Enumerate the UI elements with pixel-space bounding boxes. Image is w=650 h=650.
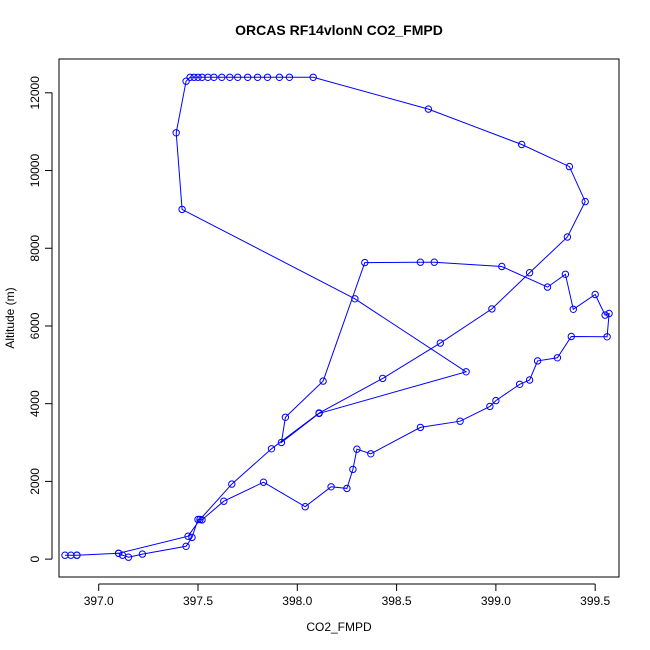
- data-point: [430, 258, 438, 266]
- data-point: [73, 551, 81, 559]
- data-point: [367, 450, 375, 458]
- data-point: [188, 533, 196, 542]
- data-point: [349, 465, 357, 474]
- data-point: [244, 73, 252, 82]
- data-point: [492, 396, 500, 405]
- data-point: [220, 497, 228, 505]
- data-point: [184, 532, 192, 540]
- data-point: [194, 515, 202, 524]
- y-tick-label: 6000: [28, 312, 42, 339]
- data-point: [234, 73, 242, 82]
- data-point: [172, 129, 180, 137]
- data-point: [198, 73, 206, 82]
- data-point: [543, 283, 552, 291]
- y-tick-label: 0: [28, 555, 42, 562]
- y-axis-label: Altitude (m): [3, 287, 17, 348]
- y-axis: 0 2000 4000 6000 8000 10000 12000: [28, 76, 53, 562]
- data-point: [301, 503, 309, 511]
- data-point: [343, 484, 351, 493]
- chart-title: ORCAS RF14vlonN CO2_FMPD: [235, 22, 443, 38]
- data-point: [424, 105, 433, 113]
- data-point: [275, 73, 284, 82]
- y-tick-label: 2000: [28, 468, 42, 495]
- series-line: [65, 76, 610, 558]
- data-point: [601, 311, 609, 319]
- data-point: [114, 549, 123, 557]
- data-point: [416, 258, 425, 266]
- data-point: [488, 305, 496, 313]
- x-tick-label: 397.0: [84, 594, 114, 608]
- data-point: [533, 357, 542, 365]
- data-point: [124, 553, 133, 561]
- data-point: [253, 73, 262, 82]
- data-point: [416, 423, 425, 432]
- y-tick-label: 12000: [28, 76, 42, 110]
- data-point: [605, 309, 613, 318]
- x-tick-label: 398.0: [282, 594, 312, 608]
- x-tick-label: 397.5: [183, 594, 213, 608]
- data-point: [182, 77, 190, 85]
- data-point: [315, 409, 323, 417]
- data-point: [563, 233, 572, 241]
- data-point: [525, 269, 534, 277]
- data-point: [194, 73, 202, 82]
- x-axis: 397.0 397.5 398.0 398.5 399.0 399.5: [84, 583, 611, 608]
- data-point: [277, 438, 286, 447]
- data-point: [327, 483, 335, 491]
- data-point: [516, 380, 524, 388]
- data-point: [218, 73, 226, 82]
- data-point: [210, 73, 218, 82]
- data-point: [281, 413, 290, 421]
- data-point: [581, 197, 589, 206]
- data-point: [436, 339, 444, 347]
- data-point: [498, 262, 506, 271]
- data-point: [569, 305, 577, 313]
- x-tick-label: 399.0: [481, 594, 511, 608]
- y-tick-label: 4000: [28, 390, 42, 417]
- data-point: [462, 368, 470, 376]
- data-point: [553, 354, 562, 362]
- data-point: [567, 332, 575, 341]
- data-point: [456, 417, 464, 425]
- data-point: [267, 445, 276, 453]
- data-point: [353, 445, 361, 453]
- data-point: [379, 374, 387, 383]
- data-point: [178, 205, 186, 214]
- data-point: [196, 515, 204, 524]
- data-point: [525, 376, 534, 384]
- data-point: [561, 270, 570, 278]
- y-tick-label: 10000: [28, 154, 42, 188]
- y-tick-label: 8000: [28, 235, 42, 262]
- data-point: [226, 73, 234, 82]
- data-point: [263, 73, 272, 82]
- data-point: [565, 162, 574, 171]
- plot-frame: [58, 58, 620, 578]
- data-point: [259, 478, 268, 486]
- data-point: [361, 258, 369, 267]
- data-point: [518, 140, 526, 149]
- data-point: [138, 550, 147, 558]
- data-point: [591, 290, 599, 299]
- data-point: [190, 73, 198, 82]
- data-point: [319, 377, 327, 385]
- data-point: [309, 73, 317, 82]
- x-axis-label: CO2_FMPD: [306, 620, 372, 634]
- x-tick-label: 398.5: [382, 594, 412, 608]
- data-point: [603, 333, 611, 341]
- data-point: [228, 480, 236, 488]
- data-point: [182, 542, 190, 550]
- x-tick-label: 399.5: [580, 594, 610, 608]
- data-point: [351, 295, 359, 303]
- data-point: [186, 73, 194, 82]
- data-point: [285, 73, 294, 82]
- data-point: [486, 402, 494, 411]
- series-layer: [61, 73, 613, 561]
